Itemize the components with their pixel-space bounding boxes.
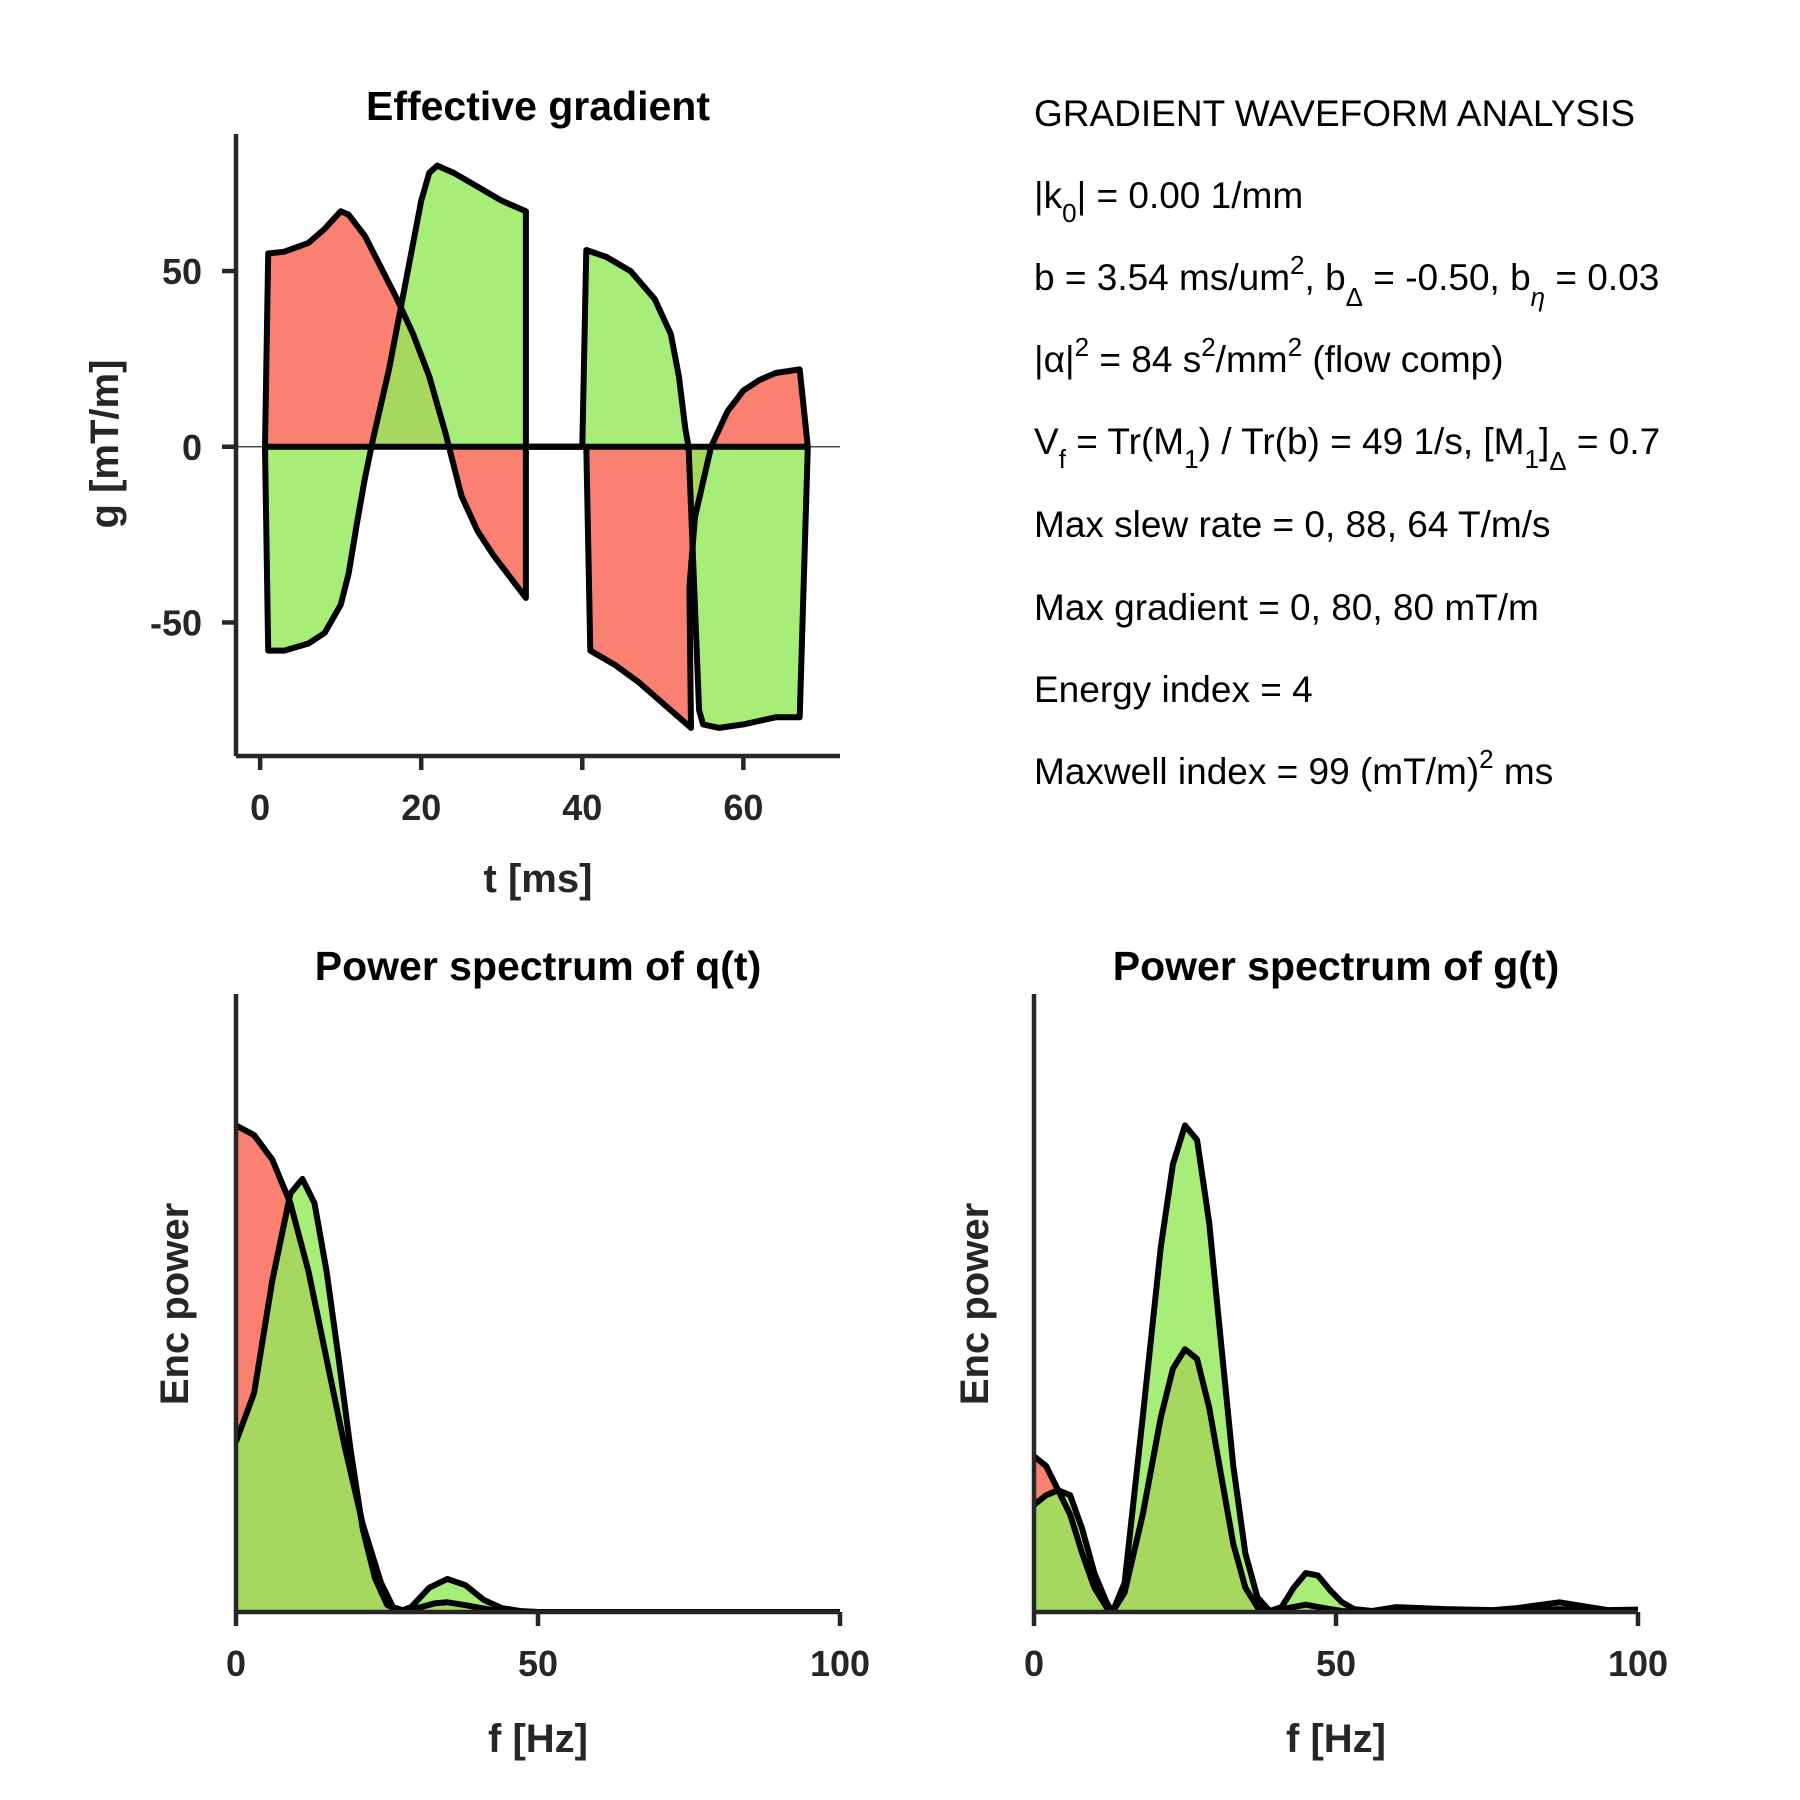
gradient-outlines	[262, 162, 811, 731]
g-spectrum-axes: 0 50 100	[1024, 994, 1668, 1684]
q-spectrum-axes: 0 50 100	[226, 994, 870, 1684]
info-vf: Vf = Tr(M1) / Tr(b) = 49 1/s, [M1]Δ = 0.…	[1034, 421, 1660, 476]
info-slew-rate: Max slew rate = 0, 88, 64 T/m/s	[1034, 504, 1551, 545]
g_spectrum-series-green-fill	[1034, 1125, 1638, 1610]
q_spectrum-x-tick-label: 50	[518, 1643, 558, 1684]
g_spectrum-series-red-outline	[1034, 1346, 1638, 1610]
gradient-x-tick-label: 0	[250, 787, 270, 828]
gradient-x-axis-label: t [ms]	[484, 857, 593, 901]
info-energy-index: Energy index = 4	[1034, 669, 1313, 710]
gradient-x-tick-label: 20	[401, 787, 441, 828]
g_spectrum-series-green-outline	[1034, 1122, 1639, 1610]
info-max-gradient: Max gradient = 0, 80, 80 mT/m	[1034, 587, 1539, 628]
info-b-values: b = 3.54 ms/um2, bΔ = -0.50, bη = 0.03	[1034, 250, 1659, 312]
info-panel: GRADIENT WAVEFORM ANALYSIS |k0| = 0.00 1…	[1034, 93, 1660, 792]
g_spectrum-x-tick-label: 100	[1608, 1643, 1668, 1684]
gradient-y-tick-label: 0	[182, 427, 202, 468]
info-alpha: |α|2 = 84 s2/mm2 (flow comp)	[1034, 332, 1504, 380]
info-k0: |k0| = 0.00 1/mm	[1034, 175, 1303, 228]
info-maxwell-index: Maxwell index = 99 (mT/m)2 ms	[1034, 744, 1553, 792]
gradient-x-tick-label: 40	[562, 787, 602, 828]
q-spectrum-title: Power spectrum of q(t)	[315, 943, 761, 989]
q_spectrum-series-green-fill	[236, 1178, 514, 1610]
gradient-axes: 0 20 40 60 -50 0 50	[150, 134, 840, 828]
q-spectrum-outlines	[234, 1122, 840, 1610]
gradient-y-tick-label: 50	[162, 251, 202, 292]
gradient-series-red-outline	[262, 208, 811, 731]
g-spectrum-fills	[1034, 1125, 1638, 1610]
g-spectrum-title: Power spectrum of g(t)	[1113, 943, 1559, 989]
g-spectrum-y-axis-label: Enc power	[953, 1203, 997, 1405]
q-spectrum-y-axis-label: Enc power	[153, 1203, 197, 1405]
info-header: GRADIENT WAVEFORM ANALYSIS	[1034, 93, 1635, 134]
g-spectrum-chart: Power spectrum of g(t) 0 50 100 f [Hz] Enc…	[953, 943, 1668, 1761]
g_spectrum-x-tick-label: 50	[1316, 1643, 1356, 1684]
g-spectrum-x-axis-label: f [Hz]	[1286, 1717, 1386, 1761]
gradient-series-green-outline	[262, 162, 811, 731]
gradient-x-tick-label: 60	[723, 787, 763, 828]
g_spectrum-x-tick-label: 0	[1024, 1643, 1044, 1684]
gradient-y-tick-label: -50	[150, 602, 202, 643]
q_spectrum-x-tick-label: 100	[810, 1643, 870, 1684]
gradient-chart-title: Effective gradient	[366, 83, 710, 129]
gradient-y-axis-label: g [mT/m]	[83, 360, 127, 529]
g-spectrum-outlines	[1034, 1122, 1639, 1610]
q_spectrum-series-green-outline	[234, 1175, 840, 1610]
q_spectrum-x-tick-label: 0	[226, 1643, 246, 1684]
q-spectrum-x-axis-label: f [Hz]	[488, 1717, 588, 1761]
q-spectrum-chart: Power spectrum of q(t) 0 50 100 f [Hz] Enc…	[153, 943, 870, 1761]
